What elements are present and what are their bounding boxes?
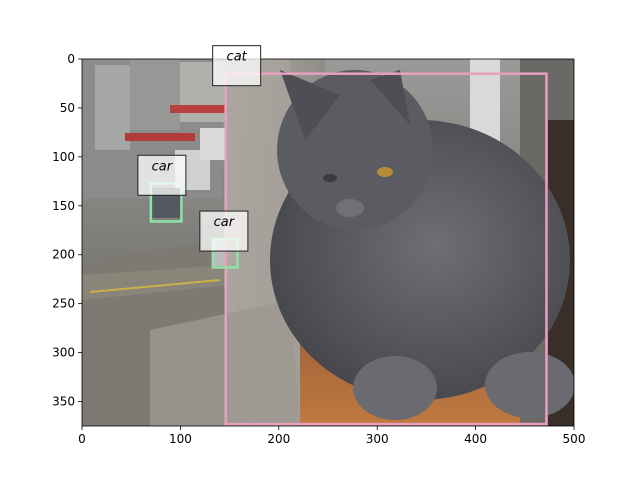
x-tick-label: 0	[78, 432, 86, 446]
label-text-car: car	[152, 159, 174, 174]
x-tick-label: 400	[464, 432, 487, 446]
photo	[82, 59, 574, 426]
detection-labels: cat car car	[137, 45, 262, 252]
y-tick-label: 350	[52, 395, 75, 409]
y-tick-label: 300	[52, 346, 75, 360]
label-text-car: car	[214, 215, 236, 230]
y-tick-label: 150	[52, 199, 75, 213]
axes-frame	[81, 58, 575, 427]
x-tick-label: 200	[267, 432, 290, 446]
label-box	[212, 45, 262, 87]
label-box	[199, 210, 249, 252]
label-text-cat: cat	[227, 50, 248, 65]
y-tick-label: 250	[52, 297, 75, 311]
y-axis: 0 50 100 150 200 250 300 350	[52, 52, 82, 409]
y-tick-label: 50	[60, 101, 75, 115]
y-tick-label: 200	[52, 248, 75, 262]
x-tick-label: 100	[169, 432, 192, 446]
label-box	[137, 154, 187, 196]
x-axis: 0 100 200 300 400 500	[78, 426, 585, 446]
x-tick-label: 500	[563, 432, 586, 446]
y-tick-label: 100	[52, 150, 75, 164]
y-tick-label: 0	[67, 52, 75, 66]
x-tick-label: 300	[366, 432, 389, 446]
